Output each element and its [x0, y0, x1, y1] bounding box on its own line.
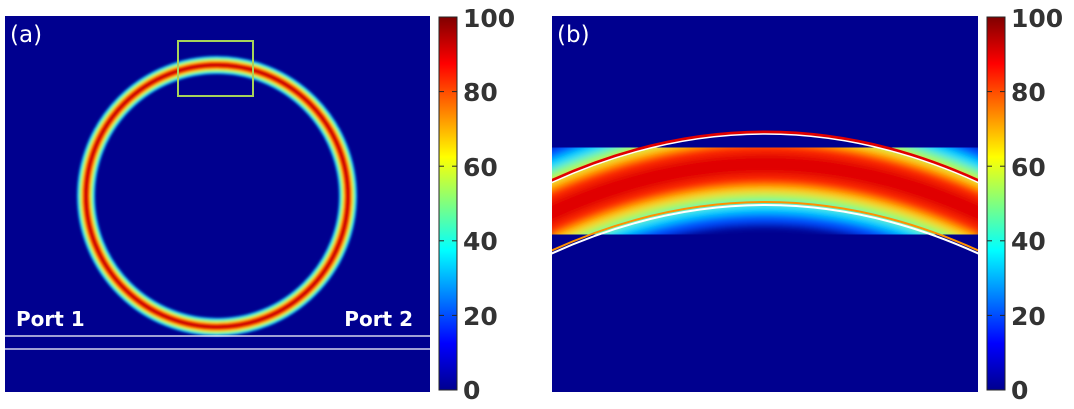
colorbar-b-gradient	[986, 16, 1006, 391]
ring-resonator-field	[77, 56, 357, 336]
colorbar-b: 100 80 60 40 20 0	[986, 4, 1063, 405]
panel-b: (b)	[552, 16, 978, 392]
colorbar-b-tick-100: 100	[1011, 4, 1063, 33]
panel-b-label: (b)	[557, 22, 590, 48]
colorbar-b-tick-20: 20	[1011, 302, 1046, 331]
port-2-label: Port 2	[344, 307, 413, 331]
colorbar-a: 100 80 60 40 20 0	[438, 4, 515, 405]
colorbar-b-ticks	[987, 91, 1005, 316]
ring-inner-edge	[552, 204, 978, 255]
colorbar-a-tick-100: 100	[463, 4, 515, 33]
colorbar-a-tick-80: 80	[463, 78, 498, 107]
colorbar-a-tick-40: 40	[463, 227, 498, 256]
inset-box	[177, 40, 254, 97]
colorbar-a-tick-0: 0	[463, 376, 480, 405]
colorbar-b-tick-0: 0	[1011, 376, 1028, 405]
port-1-label: Port 1	[16, 307, 85, 331]
colorbar-b-tick-80: 80	[1011, 78, 1046, 107]
panel-a: (a) Port 1 Port 2	[5, 16, 430, 392]
colorbar-b-tick-40: 40	[1011, 227, 1046, 256]
colorbar-b-tick-60: 60	[1011, 153, 1046, 182]
colorbar-a-tick-60: 60	[463, 153, 498, 182]
bus-waveguide	[5, 335, 430, 350]
panel-a-label: (a)	[10, 22, 42, 48]
zoomed-ring-field	[552, 103, 978, 274]
colorbar-a-ticks	[439, 91, 457, 316]
colorbar-a-tick-20: 20	[463, 302, 498, 331]
ring-outer-edge	[552, 130, 978, 183]
colorbar-a-gradient	[438, 16, 458, 391]
